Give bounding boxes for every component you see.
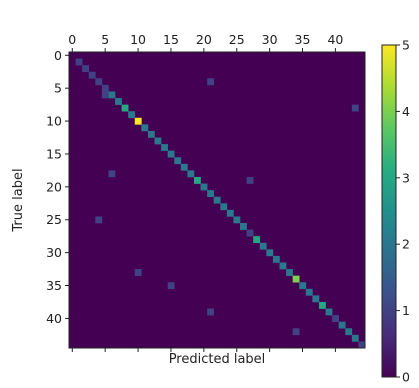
matrix-cell — [154, 137, 162, 145]
matrix-cell — [220, 203, 228, 211]
y-tick-label: 0 — [54, 48, 62, 63]
matrix-cell — [325, 308, 333, 316]
matrix-cell — [108, 91, 116, 99]
matrix-cell — [286, 269, 293, 276]
matrix-cell — [128, 111, 136, 119]
matrix-cell — [213, 196, 221, 204]
matrix-cell — [115, 98, 122, 105]
matrix-cell — [134, 269, 142, 276]
matrix-cell — [299, 282, 307, 290]
matrix-cell — [167, 150, 175, 158]
y-tick-label: 30 — [46, 245, 62, 260]
matrix-cell — [246, 176, 254, 184]
matrix-cell — [101, 84, 109, 92]
colorbar-tick-label: 4 — [402, 104, 410, 119]
matrix-cell — [187, 170, 195, 178]
matrix-cell — [207, 190, 215, 198]
x-tick-label: 25 — [229, 32, 245, 47]
x-tick-label: 30 — [262, 32, 278, 47]
matrix-area — [69, 52, 366, 349]
colorbar-tick-label: 2 — [402, 237, 410, 252]
matrix-cell — [167, 282, 175, 290]
matrix-cell — [180, 163, 188, 171]
colorbar-tick-label: 3 — [402, 170, 410, 185]
matrix-cell — [95, 216, 103, 224]
matrix-cell — [207, 78, 215, 86]
matrix-cell — [82, 65, 90, 73]
y-axis-label: True label — [11, 168, 26, 232]
y-tick-label: 20 — [46, 179, 62, 194]
matrix-cell — [95, 78, 103, 86]
x-tick-label: 5 — [101, 32, 109, 47]
matrix-cell — [141, 124, 149, 132]
y-tick-label: 15 — [46, 146, 62, 161]
matrix-cell — [351, 104, 359, 112]
x-tick-label: 40 — [327, 32, 343, 47]
matrix-cell — [200, 183, 208, 191]
x-axis-label: Predicted label — [169, 352, 266, 367]
matrix-cell — [312, 295, 320, 303]
x-tick-label: 20 — [196, 32, 212, 47]
y-tick-label: 40 — [46, 311, 62, 326]
y-tick-label: 35 — [46, 278, 62, 293]
matrix-cell — [345, 328, 353, 336]
matrix-cell — [338, 321, 346, 329]
x-axis-ticks: 0 5 10 15 20 25 30 35 40 — [68, 32, 343, 352]
matrix-cell — [332, 315, 339, 322]
matrix-cell — [292, 328, 300, 336]
matrix-cell — [193, 176, 201, 184]
matrix-cell — [147, 130, 155, 138]
matrix-cell — [207, 308, 215, 316]
matrix-cell — [240, 223, 247, 230]
colorbar-tick-label: 5 — [402, 38, 410, 53]
matrix-cell — [226, 209, 234, 217]
x-tick-label: 35 — [295, 32, 311, 47]
matrix-cell — [134, 117, 142, 125]
matrix-frame — [68, 51, 366, 349]
matrix-cell — [246, 229, 254, 237]
y-tick-label: 5 — [54, 81, 62, 96]
matrix-cell — [272, 255, 280, 263]
y-tick-label: 25 — [46, 212, 62, 227]
matrix-cell — [101, 91, 109, 99]
matrix-cell — [292, 275, 300, 283]
matrix-cell — [318, 301, 326, 309]
matrix-cell — [88, 71, 96, 79]
colorbar-ticks: 0 1 2 3 4 5 — [396, 38, 410, 385]
matrix-cell — [305, 288, 313, 296]
x-tick-label: 10 — [130, 32, 146, 47]
matrix-cell — [161, 144, 168, 151]
colorbar-tick-label: 0 — [402, 370, 410, 385]
matrix-cell — [233, 216, 241, 224]
x-tick-label: 0 — [68, 32, 76, 47]
x-tick-label: 15 — [163, 32, 179, 47]
matrix-cell — [75, 58, 83, 66]
matrix-cell — [266, 249, 274, 257]
y-axis-ticks: 0 5 10 15 20 25 30 35 40 — [46, 48, 69, 326]
matrix-cell — [108, 170, 116, 178]
matrix-cell — [259, 242, 267, 250]
colorbar-tick-label: 1 — [402, 303, 410, 318]
matrix-cell — [121, 104, 129, 112]
matrix-cell — [253, 236, 261, 244]
matrix-cell — [174, 157, 182, 165]
y-tick-label: 10 — [46, 114, 62, 129]
matrix-cell — [279, 262, 287, 270]
colorbar — [381, 44, 397, 378]
matrix-cell — [351, 334, 359, 342]
matrix-cell — [358, 341, 366, 349]
